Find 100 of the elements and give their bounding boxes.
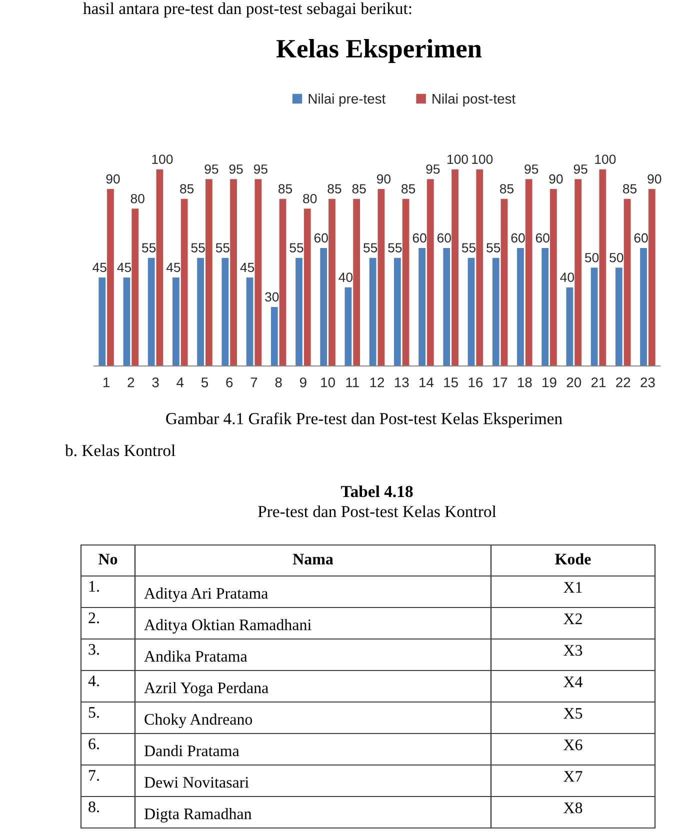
data-label: 90 [648,174,662,184]
bar [492,258,500,366]
data-label: 60 [314,233,328,243]
x-tick-label: 20 [566,377,582,388]
x-tick-label: 16 [468,377,483,388]
bar [180,198,188,366]
text: X1 [564,582,582,593]
bar [156,169,164,366]
x-tick-label: 9 [300,377,306,388]
text: Dandi Pratama [144,745,240,756]
text: X6 [564,740,582,750]
bar [222,258,229,366]
data-label: 90 [106,174,120,184]
chart-title: Kelas Eksperimen [276,39,482,63]
data-label: 80 [130,194,144,204]
bar [197,258,204,366]
x-tick-label: 6 [226,377,233,388]
text: No [98,554,118,564]
x-tick-label: 5 [201,378,208,388]
data-label: 85 [278,184,292,194]
bar [205,179,212,366]
x-tick-label: 15 [444,378,458,388]
bar [123,278,130,366]
x-tick-label: 19 [542,377,556,388]
data-label: 95 [204,164,218,174]
x-tick-label: 3 [152,377,159,388]
bar [402,198,410,366]
text: hasil antara pre-test dan post-test sebagai berikut: [83,2,412,18]
bar [148,258,155,366]
x-tick-label: 8 [275,377,282,388]
x-tick-label: 17 [493,378,508,388]
text: Gambar 4.1 Grafik Pre-test dan Post-test Kelas Eksperimen [166,412,562,428]
x-tick-label: 2 [128,377,134,388]
data-label: 100 [595,154,616,164]
data-label: 55 [388,243,402,252]
data-label: 95 [524,164,538,174]
legend-label: Nilai post-test [432,94,516,106]
bar [542,248,549,366]
bar [468,258,475,366]
bar [107,189,114,366]
bar [172,278,180,366]
bar [230,179,237,366]
data-label: 80 [303,194,317,204]
text: 3. [88,644,99,655]
text: 2. [88,612,99,624]
bar [279,198,286,366]
text: Nama [292,554,334,564]
text: Aditya Ari Pratama [144,587,268,602]
x-tick-label: 21 [591,377,606,388]
text: X4 [564,676,583,688]
bar [254,179,262,366]
bar [550,189,557,366]
data-label: 85 [328,184,342,194]
data-label: 50 [584,252,599,262]
x-tick-label: 13 [394,377,409,388]
data-label: 45 [166,262,180,272]
data-label: 95 [229,164,243,174]
bar [624,198,631,366]
data-label: 100 [152,154,173,164]
x-tick-label: 1 [104,378,110,388]
bar [394,258,401,366]
text: X2 [564,614,582,624]
data-label: 55 [462,243,476,252]
data-label: 40 [338,272,353,282]
text: 8. [88,801,99,812]
bar [452,169,458,366]
bar [344,287,352,366]
text: X8 [564,802,582,814]
data-label: 45 [117,262,132,272]
data-label: 60 [536,233,550,243]
x-tick-label: 18 [518,377,532,388]
data-label: 85 [623,184,637,194]
data-label: 45 [92,262,106,272]
text: Pre-test dan Post-test Kelas Kontrol [258,505,496,518]
text: 1. [89,581,99,592]
bar [353,198,360,366]
bar [615,268,622,366]
text: Andika Pratama [144,650,248,662]
data-label: 85 [500,184,514,194]
bar [599,169,606,366]
bar [525,179,532,366]
bar [574,179,582,366]
data-label: 60 [634,233,648,243]
bar [476,169,484,366]
bar [98,278,106,366]
data-label: 30 [265,292,279,302]
data-label: 90 [376,174,391,184]
bar [369,258,376,366]
data-label: 85 [352,184,366,194]
bar [648,189,656,366]
bar [320,248,328,366]
data-label: 60 [437,233,451,243]
data-label: 45 [240,262,254,272]
x-tick-label: 4 [176,378,184,388]
data-label: 55 [216,243,230,252]
data-label: 85 [402,184,416,194]
legend-label: Nilai pre-test [308,94,386,106]
x-tick-label: 10 [321,377,335,388]
x-tick-label: 22 [616,377,630,388]
bar [590,268,598,366]
